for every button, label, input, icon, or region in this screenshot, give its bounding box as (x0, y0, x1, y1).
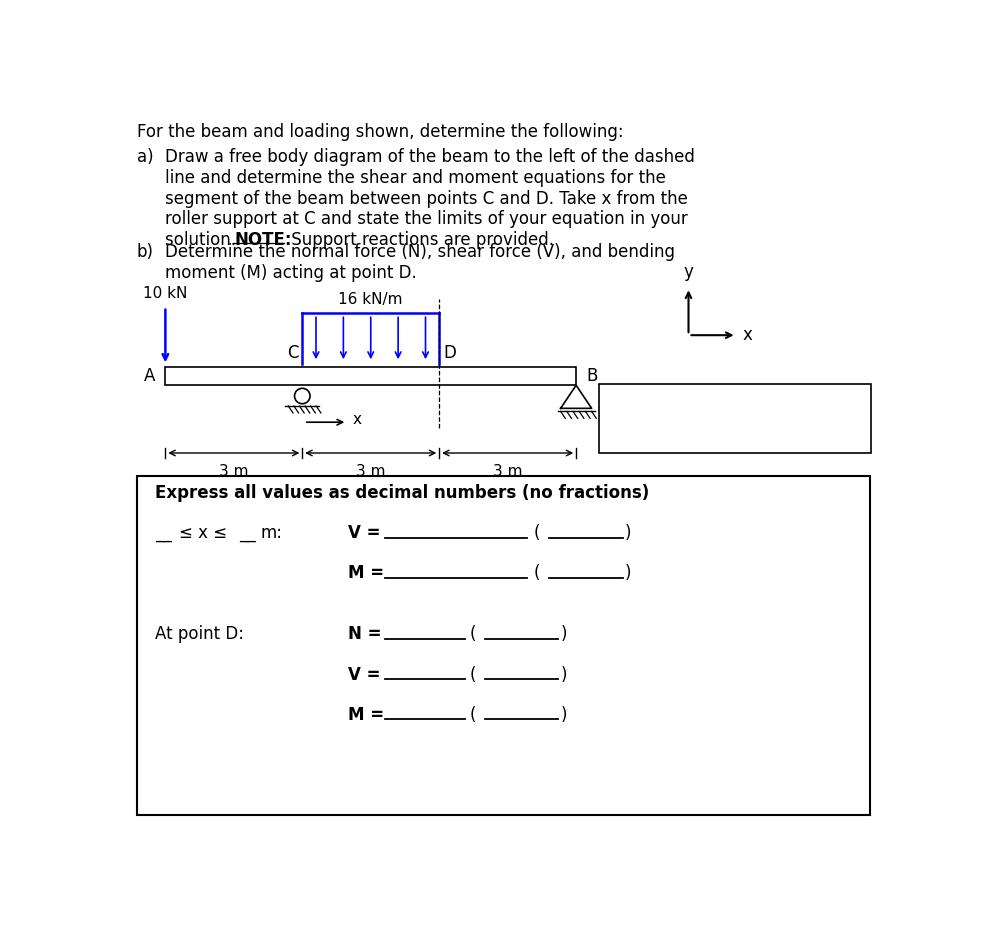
Text: __: __ (239, 524, 255, 542)
Text: Support reactions are provided.: Support reactions are provided. (286, 232, 554, 249)
FancyBboxPatch shape (599, 383, 871, 453)
Text: x: x (353, 412, 361, 427)
Text: 3 m: 3 m (219, 464, 248, 479)
Text: solution.: solution. (165, 232, 242, 249)
Text: N =: N = (348, 625, 381, 644)
Text: line and determine the shear and moment equations for the: line and determine the shear and moment … (165, 169, 666, 187)
Text: segment of the beam between points C and D. Take x from the: segment of the beam between points C and… (165, 190, 688, 207)
Text: roller support at C and state the limits of your equation in your: roller support at C and state the limits… (165, 210, 688, 229)
Text: V =: V = (348, 666, 380, 683)
Text: B: B (586, 367, 598, 385)
Text: C: C (287, 344, 299, 362)
Text: D: D (443, 344, 456, 362)
Text: moment (M) acting at point D.: moment (M) acting at point D. (165, 264, 417, 282)
Text: ≤ x ≤: ≤ x ≤ (179, 524, 227, 542)
Text: Draw a free body diagram of the beam to the left of the dashed: Draw a free body diagram of the beam to … (165, 148, 695, 166)
Text: $B_y = 7\ \mathrm{kN}\ \uparrow$: $B_y = 7\ \mathrm{kN}\ \uparrow$ (609, 433, 699, 454)
Text: M =: M = (348, 564, 384, 582)
Text: y: y (683, 263, 693, 282)
Text: At point D:: At point D: (155, 625, 245, 644)
Text: $B_x = 0$: $B_x = 0$ (609, 413, 655, 432)
Text: Express all values as decimal numbers (no fractions): Express all values as decimal numbers (n… (155, 483, 649, 502)
Text: 3 m: 3 m (356, 464, 386, 479)
FancyBboxPatch shape (136, 476, 870, 815)
Text: (: ( (470, 625, 476, 644)
Text: ): ) (561, 666, 568, 683)
Text: M =: M = (348, 706, 384, 723)
Text: ): ) (625, 524, 631, 542)
Bar (165, 367, 576, 385)
Text: ): ) (561, 625, 568, 644)
Text: For the beam and loading shown, determine the following:: For the beam and loading shown, determin… (136, 123, 624, 142)
Text: A: A (144, 367, 155, 385)
Text: 16 kN/m: 16 kN/m (339, 293, 403, 307)
Text: NOTE:: NOTE: (235, 232, 292, 249)
Text: (: ( (533, 564, 540, 582)
Text: x: x (742, 326, 752, 344)
Text: ): ) (625, 564, 631, 582)
Text: m:: m: (260, 524, 283, 542)
Text: 10 kN: 10 kN (143, 285, 188, 301)
Text: (: ( (470, 666, 476, 683)
Text: V =: V = (348, 524, 380, 542)
Text: __: __ (155, 524, 172, 542)
Text: a): a) (136, 148, 153, 166)
Text: (: ( (470, 706, 476, 723)
Text: Determine the normal force (N), shear force (V), and bending: Determine the normal force (N), shear fo… (165, 243, 676, 261)
Text: $C_y = 51\ \mathrm{kN}\ \uparrow$: $C_y = 51\ \mathrm{kN}\ \uparrow$ (609, 392, 709, 412)
Text: ): ) (561, 706, 568, 723)
Text: b): b) (136, 243, 154, 261)
Text: 3 m: 3 m (493, 464, 522, 479)
Text: (: ( (533, 524, 540, 542)
